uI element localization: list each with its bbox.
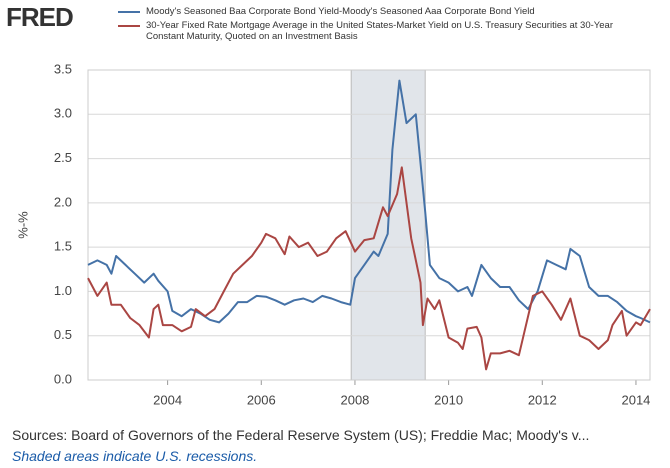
x-tick-label: 2008 xyxy=(340,392,369,407)
legend-label: Moody's Seasoned Baa Corporate Bond Yiel… xyxy=(146,6,535,17)
series-line xyxy=(87,79,651,324)
y-tick-label: 2.5 xyxy=(54,150,72,165)
legend: Moody's Seasoned Baa Corporate Bond Yiel… xyxy=(118,6,638,45)
series-line xyxy=(87,166,651,371)
legend-entry: 30-Year Fixed Rate Mortgage Average in t… xyxy=(118,20,638,42)
plot-border xyxy=(87,69,651,381)
legend-swatch xyxy=(118,25,140,27)
source: Sources: Board of Governors of the Feder… xyxy=(12,427,590,443)
x-tick-label: 2010 xyxy=(434,392,463,407)
y-tick-label: 0.0 xyxy=(54,371,72,386)
recession-note: Shaded areas indicate U.S. recessions. xyxy=(12,448,258,464)
y-tick-label: 2.0 xyxy=(54,194,72,209)
y-axis-label: %-% xyxy=(15,211,30,239)
logo: FRED xyxy=(6,2,74,32)
chart: %-% 0.0 0.5 1.0 1.5 2.0 2.5 3.0 3.5 2004 2006 2008… xyxy=(15,61,651,407)
x-tick-label: 2012 xyxy=(528,392,557,407)
legend-label: 30-Year Fixed Rate Mortgage Average in t… xyxy=(146,20,613,42)
y-tick-label: 0.5 xyxy=(54,327,72,342)
y-tick-label: 1.0 xyxy=(54,283,72,298)
y-tick-label: 3.5 xyxy=(54,61,72,76)
y-tick-label: 1.5 xyxy=(54,239,72,254)
x-tick-label: 2004 xyxy=(153,392,182,407)
legend-swatch xyxy=(118,11,140,13)
x-tick-label: 2014 xyxy=(621,392,650,407)
y-tick-label: 3.0 xyxy=(54,106,72,121)
legend-entry: Moody's Seasoned Baa Corporate Bond Yiel… xyxy=(118,6,638,17)
x-tick-label: 2006 xyxy=(247,392,276,407)
